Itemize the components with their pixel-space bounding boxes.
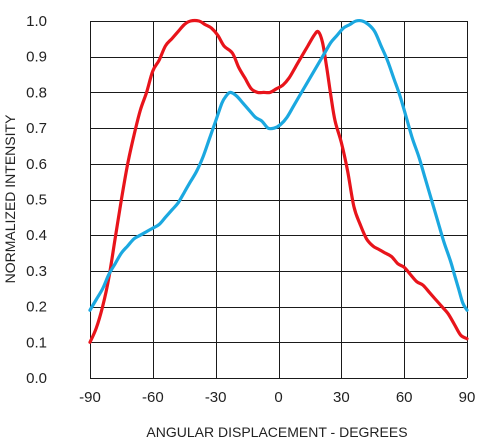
y-tick-label: 0.1 bbox=[26, 334, 47, 351]
y-tick-label: 0.5 bbox=[26, 192, 47, 209]
x-tick-label: 30 bbox=[333, 389, 350, 406]
y-tick-label: 0.0 bbox=[26, 370, 47, 387]
y-tick-label: 0.3 bbox=[26, 263, 47, 280]
red-series-line bbox=[88, 18, 469, 344]
y-axis-label: NORMALIZED INTENSITY bbox=[2, 114, 18, 283]
x-tick-label: 60 bbox=[396, 389, 413, 406]
y-tick-label: 1.0 bbox=[26, 13, 47, 30]
x-tick-label: -90 bbox=[79, 389, 101, 406]
x-axis-label: ANGULAR DISPLACEMENT - DEGREES bbox=[146, 424, 407, 440]
y-tick-label: 0.6 bbox=[26, 156, 47, 173]
y-tick-label: 0.9 bbox=[26, 49, 47, 66]
y-tick-label: 0.8 bbox=[26, 84, 47, 101]
y-tick-labels: 0.0 0.1 0.2 0.3 0.4 0.5 0.6 0.7 0.8 0.9 1.0 bbox=[26, 13, 47, 387]
grid bbox=[90, 21, 468, 379]
x-tick-labels: -90 -60 -30 0 30 60 90 bbox=[79, 389, 475, 406]
blue-series-line bbox=[88, 18, 469, 312]
x-tick-label: 90 bbox=[459, 389, 476, 406]
x-tick-label: -30 bbox=[205, 389, 227, 406]
y-tick-label: 0.2 bbox=[26, 299, 47, 316]
y-tick-label: 0.4 bbox=[26, 227, 47, 244]
y-tick-label: 0.7 bbox=[26, 120, 47, 137]
series-lines bbox=[88, 18, 469, 344]
x-tick-label: 0 bbox=[274, 389, 282, 406]
x-tick-label: -60 bbox=[142, 389, 164, 406]
